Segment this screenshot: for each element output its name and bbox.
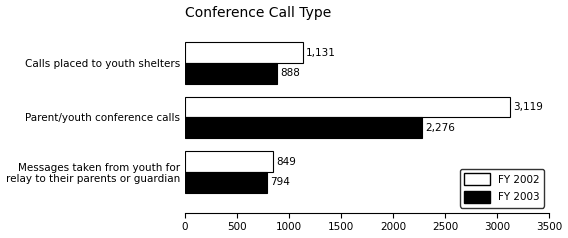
Bar xyxy=(185,172,268,193)
Bar xyxy=(185,97,509,117)
Text: 2,276: 2,276 xyxy=(425,123,455,133)
Legend: FY 2002, FY 2003: FY 2002, FY 2003 xyxy=(460,169,544,208)
Text: 794: 794 xyxy=(270,177,290,187)
Bar xyxy=(185,63,277,84)
Text: 3,119: 3,119 xyxy=(513,102,542,112)
Text: Conference Call Type: Conference Call Type xyxy=(185,5,331,20)
Text: 849: 849 xyxy=(276,157,296,167)
Bar xyxy=(185,117,422,138)
Bar xyxy=(185,151,273,172)
Bar xyxy=(185,42,303,63)
Text: 888: 888 xyxy=(281,68,300,78)
Text: 1,131: 1,131 xyxy=(306,48,336,58)
